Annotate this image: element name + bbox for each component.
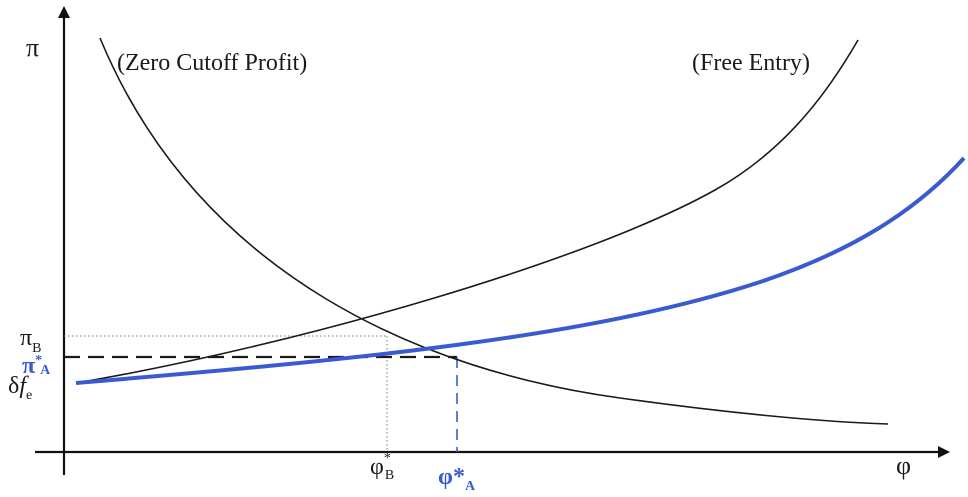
phi-b-tick-label: φ* B — [370, 451, 394, 483]
zero-cutoff-profit-curve — [100, 38, 888, 424]
free-entry-label: (Free Entry) — [692, 50, 810, 76]
free-entry-curve — [76, 40, 858, 383]
pi-a-tick-label: π* A — [22, 353, 51, 379]
pi-b-tick-label: πB — [20, 325, 41, 356]
x-axis-label: φ — [896, 451, 911, 480]
phi-a-tick-label: φ*A — [438, 464, 476, 494]
y-axis-label: π — [26, 33, 39, 62]
zero-cutoff-profit-label: (Zero Cutoff Profit) — [117, 50, 307, 76]
